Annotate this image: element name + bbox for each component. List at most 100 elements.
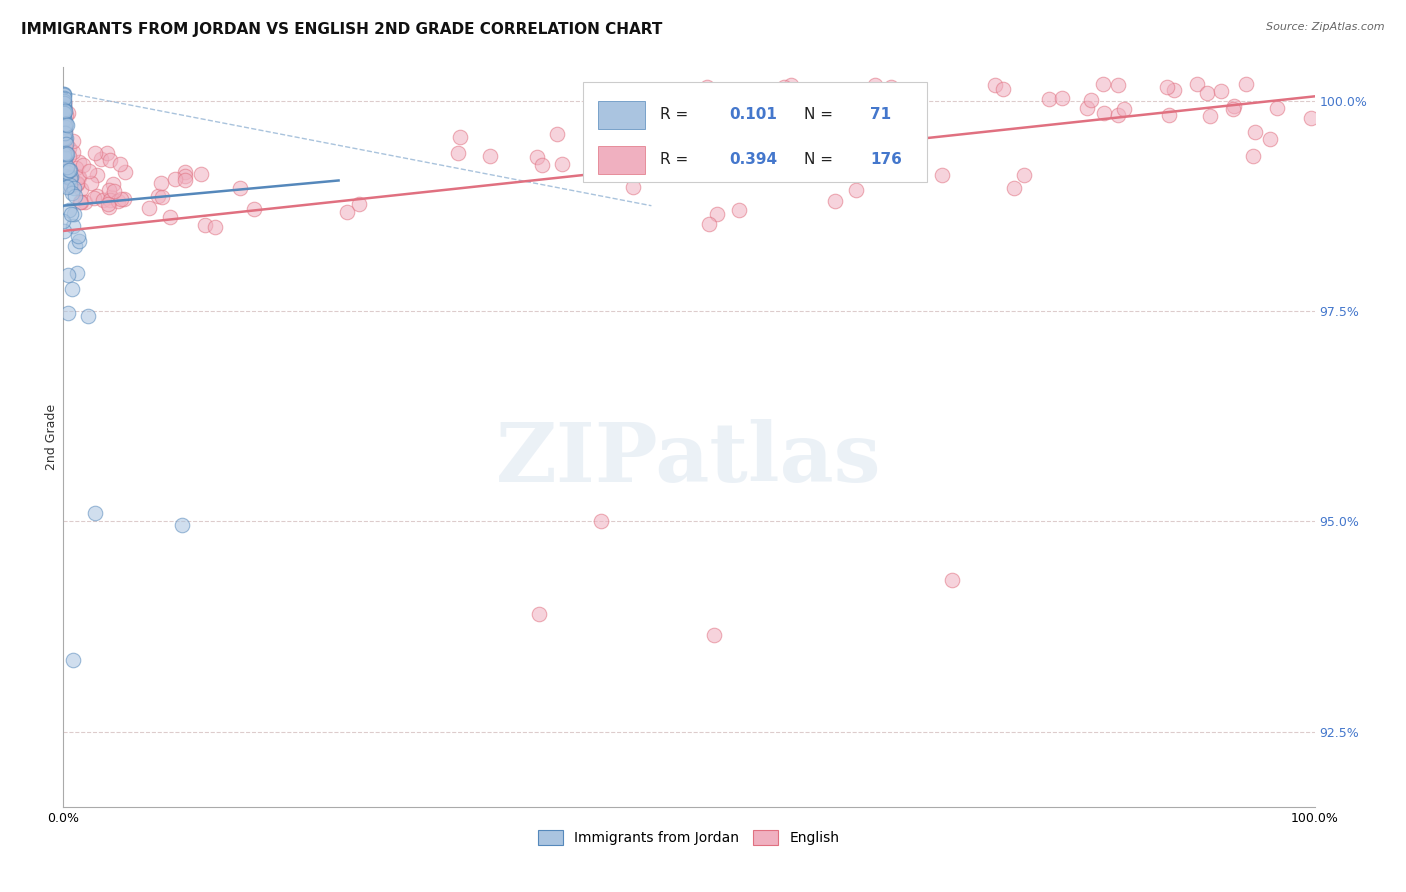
Point [53,126,76,140]
Point [581,139,603,153]
Point [1258,132,1281,146]
Point [52,106,75,120]
Point [80,176,103,190]
Point [53,103,76,117]
Point [146,189,169,203]
Point [52,214,75,228]
Point [52,90,75,104]
Point [55,108,77,122]
Point [53,117,76,131]
Point [62,145,84,160]
Point [55,131,77,145]
Text: 71: 71 [870,107,891,122]
Point [1050,91,1073,105]
Point [53,126,76,140]
Point [56,106,79,120]
Point [621,179,644,194]
FancyBboxPatch shape [598,145,645,174]
Point [69,194,91,209]
Point [728,94,751,108]
Point [853,110,876,124]
Point [853,84,876,98]
Point [1163,83,1185,97]
Point [53,126,76,140]
Point [347,197,370,211]
Point [97,196,120,211]
Point [711,121,734,136]
Point [53,131,76,145]
Point [242,202,264,216]
Point [72,158,94,172]
Point [824,194,846,208]
Point [1209,84,1232,98]
Point [531,158,554,172]
Text: IMMIGRANTS FROM JORDAN VS ENGLISH 2ND GRADE CORRELATION CHART: IMMIGRANTS FROM JORDAN VS ENGLISH 2ND GR… [21,22,662,37]
Point [792,91,814,105]
Point [103,184,125,198]
Point [91,193,114,207]
Point [60,207,83,221]
Point [90,152,112,166]
Point [53,118,76,132]
Point [780,78,803,92]
Point [55,118,77,132]
Point [56,165,79,179]
Point [688,109,710,123]
Point [53,102,76,116]
Point [58,162,80,177]
Point [526,150,548,164]
Point [55,136,77,151]
Point [55,136,77,151]
Point [546,127,568,141]
Point [114,164,136,178]
Point [52,106,75,120]
Point [53,147,76,161]
Point [1012,169,1035,183]
Text: Source: ZipAtlas.com: Source: ZipAtlas.com [1267,22,1385,32]
Point [112,192,135,206]
Point [53,140,76,154]
Point [53,151,76,165]
Point [53,153,76,167]
Point [1002,180,1025,194]
Point [879,94,901,108]
Point [1157,108,1180,122]
Point [652,118,675,132]
Y-axis label: 2nd Grade: 2nd Grade [45,404,58,470]
Point [52,88,75,103]
Point [56,305,79,319]
Point [58,268,80,282]
Point [65,161,87,175]
Text: R =: R = [661,153,693,167]
Point [1244,125,1267,139]
Point [792,83,814,97]
Point [59,179,82,194]
Point [827,102,849,116]
Point [52,98,75,112]
Point [100,193,122,207]
Point [97,183,120,197]
Point [63,189,86,203]
Point [1038,91,1060,105]
Text: N =: N = [804,153,838,167]
Point [740,137,762,152]
Point [52,224,75,238]
Legend: Immigrants from Jordan, English: Immigrants from Jordan, English [531,823,846,852]
Point [63,181,86,195]
Point [941,573,963,587]
Text: R =: R = [661,107,693,122]
Point [703,628,725,642]
Point [190,167,212,181]
Point [228,181,250,195]
Point [931,169,953,183]
FancyBboxPatch shape [582,82,927,182]
Point [62,653,84,667]
Point [55,117,77,131]
Point [991,82,1014,96]
Point [86,168,108,182]
Point [1187,77,1209,91]
Point [60,282,83,296]
Point [1092,77,1115,91]
Point [63,239,86,253]
Point [52,100,75,114]
